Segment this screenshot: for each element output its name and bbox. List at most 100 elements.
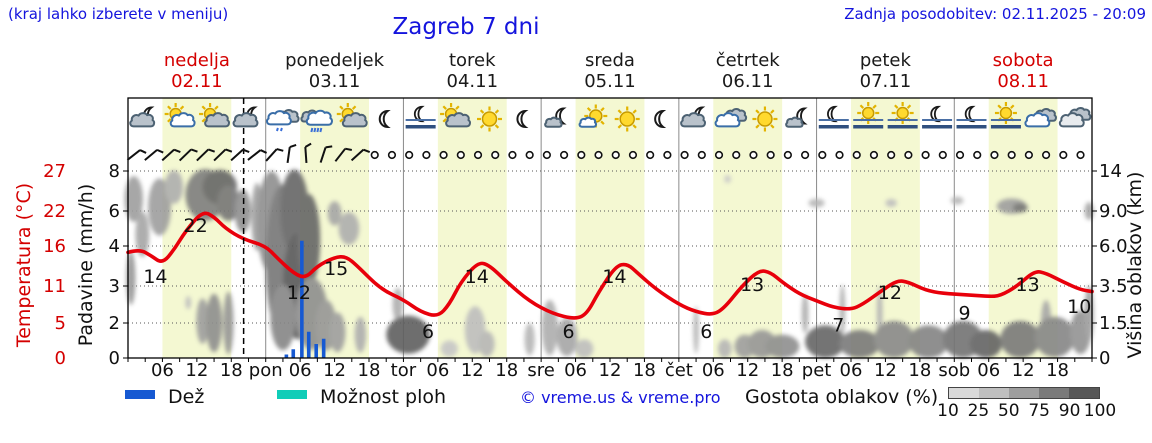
wind-barb-icon	[319, 145, 333, 163]
time-tick-label: 18	[358, 360, 381, 381]
cloud-blob	[392, 287, 403, 322]
wind-calm-icon	[973, 150, 982, 160]
cloudheight-axis-value: 9.0	[1099, 201, 1128, 222]
wind-calm-icon	[714, 150, 724, 160]
temp-axis-value: 5	[55, 313, 66, 334]
weather-icon-sun	[477, 106, 502, 132]
wind-calm-icon	[697, 150, 706, 160]
cloud-blob	[234, 189, 251, 233]
temperature-value-label: 14	[602, 266, 626, 288]
precip-axis-value: 2	[109, 313, 120, 334]
cloud-blob	[223, 291, 234, 355]
rain-bar	[306, 331, 311, 358]
wind-calm-icon	[732, 150, 741, 160]
weather-icon-sun	[614, 106, 640, 132]
rain-bar	[291, 349, 296, 358]
precipitation-axis-title: Padavine (mm/h)	[75, 184, 97, 347]
weather-icon-row	[129, 102, 1092, 133]
temperature-value-label: 22	[184, 215, 208, 237]
temp-axis-value: 22	[43, 201, 66, 222]
precip-axis-value: 6	[109, 201, 120, 222]
time-tick-label: 06	[840, 360, 863, 381]
wind-calm-icon	[473, 150, 483, 160]
cloud-blob	[1012, 203, 1028, 213]
cloud-blob	[164, 170, 184, 204]
wind-calm-icon	[990, 150, 999, 160]
wind-calm-icon	[508, 150, 517, 160]
time-tick-label: 06	[977, 360, 1000, 381]
temperature-value-label: 14	[143, 266, 167, 288]
time-tick-label: 06	[151, 360, 174, 381]
time-tick-label: 18	[633, 360, 656, 381]
cloud-blob	[196, 298, 209, 344]
weather-icon-sun-cloud	[199, 103, 230, 128]
temperature-value-label: 7	[832, 315, 844, 337]
weather-icon-clouds-gray	[1058, 107, 1092, 128]
cloud-blob	[338, 212, 360, 245]
wind-barb-icon	[126, 149, 147, 161]
cloud-blob	[969, 330, 1002, 358]
day-date: 04.11	[446, 71, 499, 92]
wind-calm-icon	[439, 150, 448, 160]
cloud-blob	[1000, 320, 1041, 358]
cloud-blob	[808, 198, 825, 208]
temperature-value-label: 6	[563, 321, 575, 343]
day-name: četrtek	[715, 50, 780, 71]
wind-calm-icon	[525, 150, 534, 160]
time-tick-label: 06	[564, 360, 587, 381]
wind-calm-icon	[542, 150, 551, 160]
day-name: ponedeljek	[285, 50, 385, 71]
cloud-blob	[270, 284, 296, 351]
cloud-blob	[524, 323, 535, 356]
weather-icon-moon-fog	[405, 105, 436, 129]
cloud-blob	[717, 339, 732, 358]
wind-calm-icon	[818, 150, 827, 160]
rain-bar	[284, 354, 289, 358]
day-header-petek: petek 07.11	[817, 50, 955, 92]
temperature-value-label: 9	[958, 302, 970, 324]
cloud-height-axis-title: Višina oblakov (km)	[1124, 172, 1146, 359]
weather-icon-sun-cloud	[440, 103, 471, 128]
weather-icon-sun-cloud2	[164, 103, 196, 128]
temperature-axis-title: Temperatura (°C)	[13, 183, 35, 348]
time-tick-label: 12	[1012, 360, 1035, 381]
time-tick-label: 18	[908, 360, 931, 381]
day-header-nedelja: nedelja 02.11	[128, 50, 266, 92]
cloud-blob	[1034, 316, 1075, 358]
day-date: 07.11	[859, 71, 912, 92]
axis-value-labels: 27 22 16 11 5 0 8 6 4 3 2 0 14 9.0 6.0 3.5 1.5 0	[43, 161, 1128, 369]
wind-calm-icon	[1007, 150, 1016, 160]
cloud-blob	[124, 176, 143, 222]
wind-calm-icon	[370, 150, 379, 160]
precip-axis-value: 3	[109, 276, 120, 297]
day-date: 06.11	[721, 71, 774, 92]
cloud-blob	[574, 339, 594, 358]
cloudheight-axis-value: 3.5	[1099, 276, 1128, 297]
cloudheight-axis-value: 0	[1099, 348, 1110, 369]
wind-barb-icon	[304, 142, 312, 164]
temperature-value-labels: 14 22 12 15 6 14 6 14 6 13 7 12 9 13 10	[143, 215, 1091, 343]
wind-calm-icon	[938, 150, 947, 160]
day-name: sobota	[992, 50, 1054, 71]
temperature-value-label: 6	[422, 321, 434, 343]
time-tick-label: 12	[874, 360, 897, 381]
wind-calm-icon	[800, 150, 810, 160]
wind-calm-icon	[1059, 150, 1068, 160]
cloud-blob	[950, 196, 964, 205]
weather-icon-moon	[516, 109, 529, 129]
wind-calm-icon	[577, 150, 586, 160]
temperature-value-label: 6	[700, 321, 712, 343]
cloudheight-axis-value: 6.0	[1099, 236, 1128, 257]
day-header-sreda: sreda 05.11	[541, 50, 679, 92]
rain-bar	[314, 344, 319, 358]
day-header-četrtek: četrtek 06.11	[679, 50, 817, 92]
wind-calm-icon	[904, 150, 913, 160]
temperature-value-label: 15	[324, 258, 348, 280]
weather-icon-sun-fog	[887, 102, 918, 129]
wind-calm-icon	[1024, 150, 1033, 160]
time-tick-label: 12	[461, 360, 484, 381]
cloud-blob	[386, 315, 430, 354]
cloud-blob	[908, 325, 949, 358]
weather-icon-clouds	[714, 108, 748, 128]
